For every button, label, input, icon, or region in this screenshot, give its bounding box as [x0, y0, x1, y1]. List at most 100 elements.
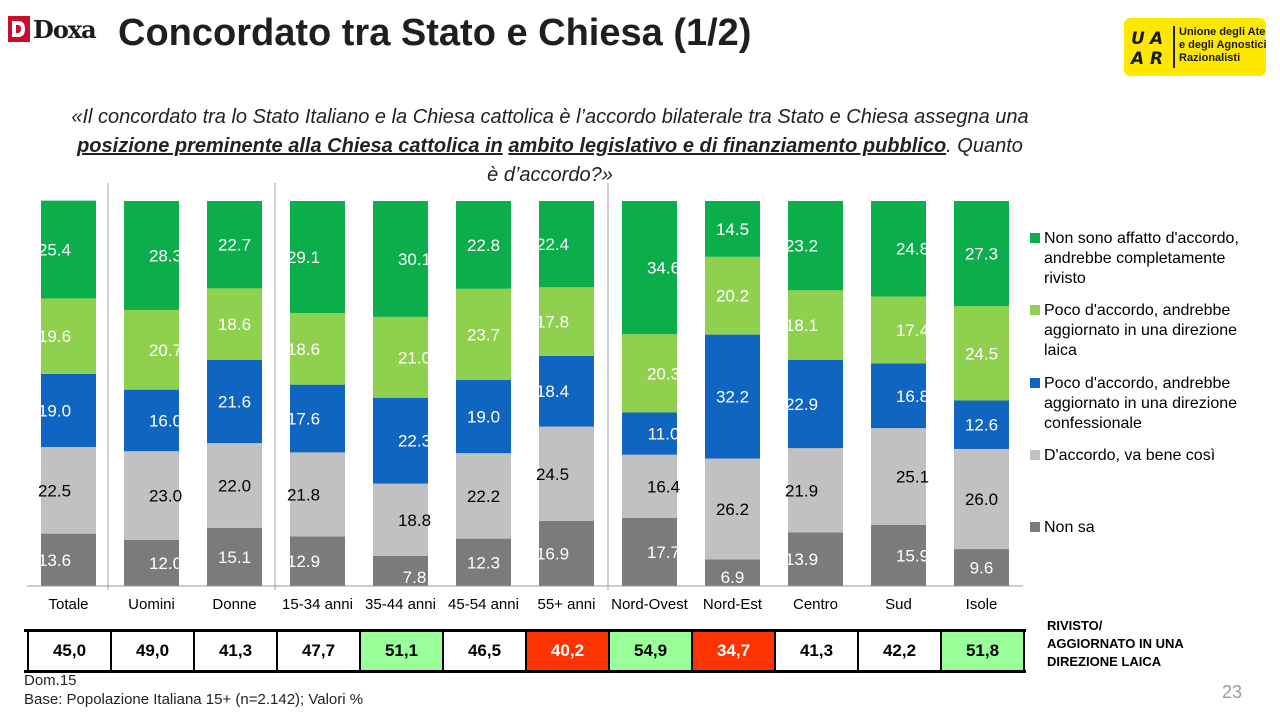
data-label: 11.0 [648, 425, 680, 444]
data-label: 26.2 [716, 500, 749, 519]
bar-segment [290, 384, 345, 453]
bar-segment [622, 454, 677, 518]
uaar-logo-divider [1173, 26, 1175, 68]
svg-text:A: A [1148, 29, 1163, 49]
bar-segment [539, 355, 594, 427]
bar-segment [41, 298, 96, 374]
x-tick-label: Nord-Est [703, 596, 763, 613]
data-label: 21.9 [785, 481, 818, 500]
bar-segment [954, 201, 1009, 307]
bar-segment [539, 287, 594, 356]
data-label: 18.4 [536, 382, 569, 401]
bar-segment [622, 412, 677, 455]
doxa-logo-text: Doxa [33, 14, 97, 44]
summary-label-line: AGGIORNATO IN UNA [1047, 636, 1184, 651]
x-tick-label: 55+ anni [538, 596, 596, 613]
data-label: 7.8 [403, 568, 427, 587]
summary-cell: 51,8 [940, 632, 1023, 670]
bar-segment [207, 360, 262, 444]
question-underline-1: posizione preminente alla Chiesa cattoli… [77, 135, 503, 157]
data-label: 12.0 [149, 554, 182, 573]
question-prefix: «Il concordato tra lo Stato Italiano e l… [71, 106, 1029, 128]
legend-label: D'accordo, va bene così [1044, 447, 1216, 464]
data-label: 12.6 [965, 416, 998, 435]
data-label: 19.0 [467, 408, 500, 427]
bar-segment [124, 309, 179, 390]
data-label: 22.2 [467, 487, 500, 506]
summary-label-line: RIVISTO/ [1047, 618, 1103, 633]
x-tick-label: Uomini [128, 596, 175, 613]
data-label: 17.4 [896, 321, 929, 340]
uaar-logo-text: Unione degli Atei e degli Agnostici Razi… [1179, 26, 1266, 65]
data-label: 13.6 [38, 551, 71, 570]
bar-segment [871, 363, 926, 429]
bar-segment [539, 201, 594, 288]
data-label: 27.3 [965, 245, 998, 264]
bar-segment [124, 389, 179, 452]
bar-segment [871, 428, 926, 525]
x-tick-label: 15-34 anni [282, 596, 353, 613]
data-label: 22.8 [467, 236, 500, 255]
bar-segment [124, 539, 179, 586]
data-label: 24.5 [965, 344, 998, 363]
data-label: 28.3 [149, 246, 182, 265]
summary-cell: 40,2 [525, 632, 608, 670]
doxa-logo: Doxa [8, 14, 97, 44]
svg-text:U: U [1131, 29, 1145, 49]
x-tick-label: Donne [212, 596, 256, 613]
uaar-logo-line: e degli Agnostici [1179, 39, 1266, 51]
uaar-logo-line: Unione degli Atei [1179, 26, 1266, 38]
bar-segment [41, 533, 96, 586]
footnote-base: Base: Popolazione Italiana 15+ (n=2.142)… [24, 691, 364, 708]
bar-segment [788, 290, 843, 361]
data-label: 23.2 [785, 237, 818, 256]
summary-label: RIVISTO/ AGGIORNATO IN UNA DIREZIONE LAI… [1047, 617, 1184, 671]
bar-segment [871, 201, 926, 297]
bar-segment [207, 443, 262, 528]
bar-segment [373, 483, 428, 556]
bar-segment [456, 380, 511, 454]
summary-right-border [1023, 632, 1025, 670]
bar-segment [290, 452, 345, 537]
bar-segment [705, 559, 760, 586]
summary-cell: 46,5 [442, 632, 525, 670]
data-label: 20.2 [716, 287, 749, 306]
bar-segment [456, 201, 511, 289]
bar-segment [954, 549, 1009, 586]
data-label: 6.9 [721, 568, 745, 587]
bar-segment [373, 201, 428, 317]
bar-segment [41, 200, 96, 299]
svg-text:R: R [1150, 49, 1163, 69]
data-label: 18.6 [218, 315, 251, 334]
data-label: 34.6 [647, 259, 680, 278]
data-label: 26.0 [965, 490, 998, 509]
bar-segment [124, 201, 179, 310]
bar-segment [705, 201, 760, 257]
bar-segment [871, 524, 926, 586]
bar-segment [788, 532, 843, 586]
data-label: 16.4 [647, 477, 680, 496]
bar-segment [622, 517, 677, 586]
x-tick-label: 45-54 anni [448, 596, 519, 613]
legend-swatch [1030, 378, 1040, 388]
data-label: 20.3 [647, 364, 680, 383]
bar-segment [373, 555, 428, 586]
summary-cell: 47,7 [276, 632, 359, 670]
bar-segment [290, 313, 345, 385]
bar-segment [124, 451, 179, 540]
data-label: 22.0 [218, 477, 251, 496]
bar-segment [373, 316, 428, 398]
summary-cell: 41,3 [193, 632, 276, 670]
summary-cell: 34,7 [691, 632, 774, 670]
legend-swatch [1030, 305, 1040, 315]
question-underline-2: ambito legislativo e di finanziamento pu… [508, 135, 947, 157]
legend-swatch [1030, 233, 1040, 243]
data-label: 29.1 [287, 248, 320, 267]
data-label: 12.9 [287, 552, 320, 571]
x-tick-label: 35-44 anni [365, 596, 436, 613]
data-label: 22.5 [38, 481, 71, 500]
data-label: 25.4 [38, 241, 71, 260]
data-label: 22.4 [536, 235, 569, 254]
bar-segment [456, 288, 511, 381]
data-label: 9.6 [970, 559, 994, 578]
